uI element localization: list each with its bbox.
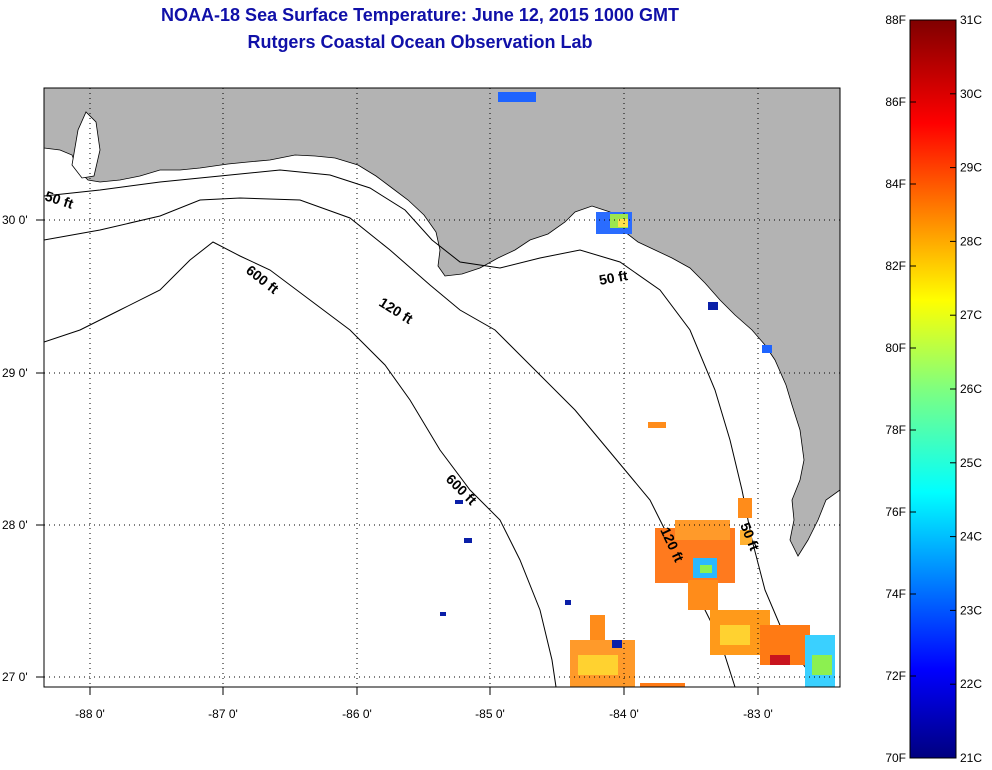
map-border [43,87,841,688]
colorbar-c-label: 23C [960,603,982,617]
colorbar-f-label: 78F [885,423,906,437]
latitude-label: 27 0' [2,670,28,684]
colorbar-c-label: 24C [960,530,982,544]
bay-inlet [71,111,101,179]
colorbar-f-label: 72F [885,669,906,683]
colorbar-fahrenheit-scale: 88F 86F 84F 82F 80F 78F 76F 74F 72F 70F [885,13,916,765]
latitude-label: 30 0' [2,213,28,227]
colorbar-c-label: 28C [960,234,982,248]
colorbar-f-label: 88F [885,13,906,27]
longitude-label: -87 0' [208,707,238,721]
colorbar-f-label: 70F [885,751,906,765]
temperature-colorbar [909,19,957,759]
contour-line-600ft [44,241,557,687]
colorbar-c-label: 29C [960,161,982,175]
land-mass [44,88,840,557]
longitude-label: -83 0' [743,707,773,721]
colorbar-c-label: 31C [960,13,982,27]
colorbar-f-label: 84F [885,177,906,191]
axis-ticks [36,219,759,695]
longitude-label: -88 0' [75,707,105,721]
colorbar-celsius-scale: 31C 30C 29C 28C 27C 26C 25C 24C 23C 22C 21C [950,13,982,765]
longitude-label: -86 0' [342,707,372,721]
colorbar-c-label: 30C [960,87,982,101]
colorbar-f-label: 86F [885,95,906,109]
colorbar-c-label: 26C [960,382,982,396]
longitude-label: -84 0' [609,707,639,721]
longitude-label: -85 0' [475,707,505,721]
latitude-label: 29 0' [2,366,28,380]
colorbar-f-label: 82F [885,259,906,273]
colorbar-c-label: 27C [960,308,982,322]
colorbar-f-label: 80F [885,341,906,355]
colorbar-c-label: 22C [960,677,982,691]
map-subtitle: Rutgers Coastal Ocean Observation Lab [247,32,593,52]
colorbar-f-label: 76F [885,505,906,519]
map-title: NOAA-18 Sea Surface Temperature: June 12… [161,5,679,25]
contour-line-50ft [44,169,821,687]
colorbar-c-label: 21C [960,751,982,765]
colorbar-f-label: 74F [885,587,906,601]
contour-label: 50 ft [598,267,629,288]
sst-observation-patches [440,92,835,687]
latitude-label: 28 0' [2,518,28,532]
colorbar-c-label: 25C [960,456,982,470]
